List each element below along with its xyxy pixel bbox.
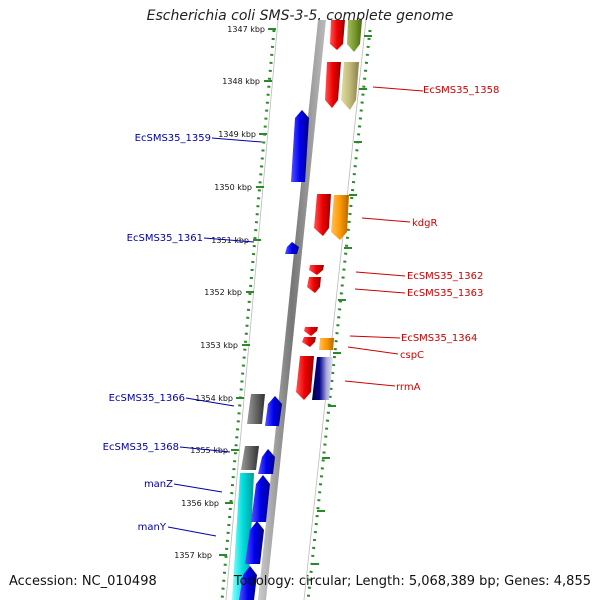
reverse-features — [232, 110, 309, 600]
gene-feature-1368-blue — [258, 449, 275, 474]
gene-label-manY: manY — [138, 522, 167, 533]
svg-text:1352 kbp: 1352 kbp — [204, 288, 242, 297]
track-border-left — [225, 19, 279, 600]
tick-1356: 1356 kbp — [181, 499, 233, 508]
svg-text:1356 kbp: 1356 kbp — [181, 499, 219, 508]
map-title: Escherichia coli SMS-3-5, complete genom… — [146, 8, 454, 24]
gene-label-EcSMS35_1368: EcSMS35_1368 — [103, 442, 179, 453]
gene-label-EcSMS35_1361: EcSMS35_1361 — [127, 233, 203, 244]
gene-label-cspC: cspC — [400, 350, 424, 361]
tick-1352: 1352 kbp — [204, 288, 254, 297]
gene-label-EcSMS35_1359: EcSMS35_1359 — [135, 133, 211, 144]
svg-text:1350 kbp: 1350 kbp — [214, 183, 252, 192]
gene-label-EcSMS35_1366: EcSMS35_1366 — [109, 393, 185, 404]
gene-feature-1361 — [285, 242, 299, 254]
genome-backbone — [258, 20, 326, 600]
track-border-right — [303, 19, 367, 600]
track-band — [176, 20, 370, 600]
tick-1348: 1348 kbp — [222, 77, 272, 86]
svg-text:1349 kbp: 1349 kbp — [218, 130, 256, 139]
gene-feature-1366-gray — [247, 394, 265, 424]
tick-1355: 1355 kbp — [190, 446, 239, 455]
gene-feature-1366-blue — [265, 396, 282, 426]
leader-lines — [167, 86, 424, 537]
genome-summary-text: Topology: circular; Length: 5,068,389 bp… — [233, 574, 591, 589]
gene-label-EcSMS35_1358: EcSMS35_1358 — [423, 85, 499, 96]
gene-feature-1363 — [307, 277, 321, 293]
gene-feature-manX-blue — [239, 566, 257, 600]
tick-1357: 1357 kbp — [174, 551, 227, 560]
svg-text:1353 kbp: 1353 kbp — [200, 341, 238, 350]
gene-feature-manY-blue — [245, 521, 264, 564]
forward-features — [296, 20, 362, 400]
gene-feature-1364b — [302, 337, 316, 347]
gene-labels-left: EcSMS35_1359 EcSMS35_1361 EcSMS35_1366 E… — [103, 133, 211, 533]
tick-1354: 1354 kbp — [195, 394, 244, 403]
gene-label-EcSMS35_1362: EcSMS35_1362 — [407, 271, 483, 282]
gene-feature-kdgR-orange — [331, 195, 349, 240]
tick-1350: 1350 kbp — [214, 183, 264, 192]
gene-label-rrmA: rrmA — [396, 382, 421, 393]
tick-1347: 1347 kbp — [227, 25, 276, 34]
svg-text:1355 kbp: 1355 kbp — [190, 446, 228, 455]
gene-feature-1358-red — [325, 62, 341, 108]
gene-feature-1364 — [304, 327, 318, 336]
gene-feature-1368-gray — [241, 446, 259, 470]
gene-feature-1362 — [309, 265, 324, 275]
accession-text: Accession: NC_010498 — [9, 574, 157, 589]
gene-label-manZ: manZ — [144, 479, 173, 490]
gene-feature-1357-red — [330, 20, 345, 50]
gene-label-EcSMS35_1363: EcSMS35_1363 — [407, 288, 483, 299]
gene-feature-1357-olive — [347, 20, 362, 52]
gene-feature-kdgR-red — [314, 194, 331, 236]
gene-label-kdgR: kdgR — [412, 218, 437, 229]
tick-1349: 1349 kbp — [218, 130, 267, 139]
gene-labels-right: EcSMS35_1358 kdgR EcSMS35_1362 EcSMS35_1… — [396, 85, 499, 393]
gene-feature-manZ-blue — [251, 475, 270, 522]
svg-text:1348 kbp: 1348 kbp — [222, 77, 260, 86]
gene-feature-1358-khaki — [341, 62, 359, 110]
tick-1353: 1353 kbp — [200, 341, 250, 350]
gene-feature-1359 — [291, 110, 309, 182]
gene-feature-cspC — [319, 338, 334, 350]
gene-feature-rrmA-navy — [312, 357, 333, 400]
gene-label-EcSMS35_1364: EcSMS35_1364 — [401, 333, 477, 344]
svg-text:1354 kbp: 1354 kbp — [195, 394, 233, 403]
right-ticks — [311, 35, 372, 565]
svg-text:1347 kbp: 1347 kbp — [227, 25, 265, 34]
gene-feature-rrmA-red — [296, 356, 314, 400]
svg-text:1357 kbp: 1357 kbp — [174, 551, 212, 560]
